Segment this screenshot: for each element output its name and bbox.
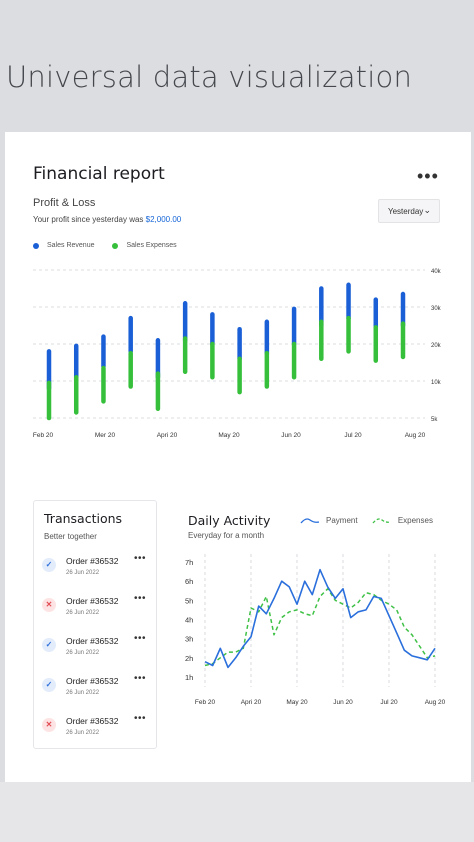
x-tick-label: Jun 20 [333,699,353,706]
revenue-expense-bar-chart: 40k 30k 20k 10k 5k Feb 20 Mer 20 Apri 20 May 20 J… [33,269,442,439]
bottom-band [0,782,474,842]
y-tick-label: 6h [185,577,193,586]
transactions-panel: Transactions Better together ✓ Order #365… [33,500,157,749]
legend-expenses: Sales Expenses [112,242,177,249]
x-tick-label: May 20 [218,432,240,439]
legend-revenue-label: Sales Revenue [47,242,95,249]
order-number: Order #36532 [66,676,119,686]
x-tick-label: Apri 20 [241,699,262,706]
y-tick-label: 20k [431,343,442,349]
section-title: Profit & Loss [33,197,96,209]
profit-text: Your profit since yesterday was [33,215,146,224]
y-tick-label: 5h [185,596,193,605]
close-icon: ✕ [42,598,56,612]
close-icon: ✕ [42,718,56,732]
legend-payment-label: Payment [326,516,358,525]
transaction-row[interactable]: ✓ Order #36532 26 Jun 2022 ••• [42,633,152,666]
profit-amount: $2,000.00 [145,215,182,224]
order-date: 26 Jun 2022 [66,610,100,616]
x-tick-label: Jul 20 [380,699,398,706]
transaction-row[interactable]: ✓ Order #36532 26 Jun 2022 ••• [42,553,152,586]
x-tick-label: Aug 20 [425,699,445,706]
legend-expenses-line: Expenses [372,516,433,525]
y-tick-label: 2h [185,654,193,663]
x-tick-label: Jul 20 [344,432,362,439]
expenses-series-line [204,588,436,667]
y-tick-label: 1h [185,673,193,682]
legend-payment: Payment [300,516,358,525]
chevron-down-icon: ⌄ [423,205,431,215]
line-legend: Payment Expenses [300,516,445,527]
y-tick-label: 40k [431,269,442,275]
x-tick-label: May 20 [286,699,308,706]
more-dots-icon[interactable]: ••• [134,713,147,724]
transaction-row[interactable]: ✕ Order #36532 26 Jun 2022 ••• [42,713,152,746]
transactions-subtitle: Better together [44,532,97,541]
bar-legend: Sales Revenue Sales Expenses [33,242,193,251]
y-tick-label: 3h [185,635,193,644]
more-dots-icon[interactable]: ••• [417,166,439,186]
order-date: 26 Jun 2022 [66,570,100,576]
more-dots-icon[interactable]: ••• [134,553,147,564]
order-number: Order #36532 [66,716,119,726]
payment-series-line [204,568,436,669]
financial-report-card: Financial report ••• Profit & Loss Your … [5,132,471,782]
x-tick-label: Mer 20 [95,432,116,439]
daily-activity-title: Daily Activity [188,513,271,528]
order-date: 26 Jun 2022 [66,690,100,696]
x-tick-label: Apri 20 [157,432,178,439]
order-number: Order #36532 [66,636,119,646]
more-dots-icon[interactable]: ••• [134,593,147,604]
expenses-swatch [112,242,119,249]
order-date: 26 Jun 2022 [66,650,100,656]
x-tick-label: Jun 20 [281,432,301,439]
more-dots-icon[interactable]: ••• [134,673,147,684]
y-tick-label: 10k [431,380,442,386]
transaction-row[interactable]: ✓ Order #36532 26 Jun 2022 ••• [42,673,152,706]
report-title: Financial report [33,164,165,184]
expenses-line-swatch [372,517,391,523]
x-tick-label: Aug 20 [405,432,426,439]
order-number: Order #36532 [66,596,119,606]
x-tick-label: Feb 20 [195,699,216,706]
period-value: Yesterday [388,207,424,216]
transactions-title: Transactions [44,511,123,526]
period-select[interactable]: Yesterday ⌄ [378,199,440,223]
daily-activity-subtitle: Everyday for a month [188,531,265,540]
legend-revenue: Sales Revenue [33,242,94,249]
page-heading: Universal data visualization [6,60,413,94]
check-icon: ✓ [42,678,56,692]
y-tick-label: 7h [185,558,193,567]
y-tick-label: 5k [431,417,438,423]
order-number: Order #36532 [66,556,119,566]
transaction-row[interactable]: ✕ Order #36532 26 Jun 2022 ••• [42,593,152,626]
x-tick-label: Feb 20 [33,432,54,439]
payment-swatch [300,517,320,523]
revenue-swatch [33,242,39,249]
y-tick-label: 4h [185,616,193,625]
legend-expenses-label: Sales Expenses [126,242,177,249]
legend-expenses-line-label: Expenses [397,516,433,525]
order-date: 26 Jun 2022 [66,730,100,736]
profit-summary: Your profit since yesterday was $2,000.0… [33,215,181,224]
y-tick-label: 30k [431,306,442,312]
check-icon: ✓ [42,558,56,572]
daily-activity-line-chart: 7h 6h 5h 4h 3h 2h 1h Feb 20 Apri 20 May 20 Jun 20 J… [185,554,445,706]
check-icon: ✓ [42,638,56,652]
more-dots-icon[interactable]: ••• [134,633,147,644]
